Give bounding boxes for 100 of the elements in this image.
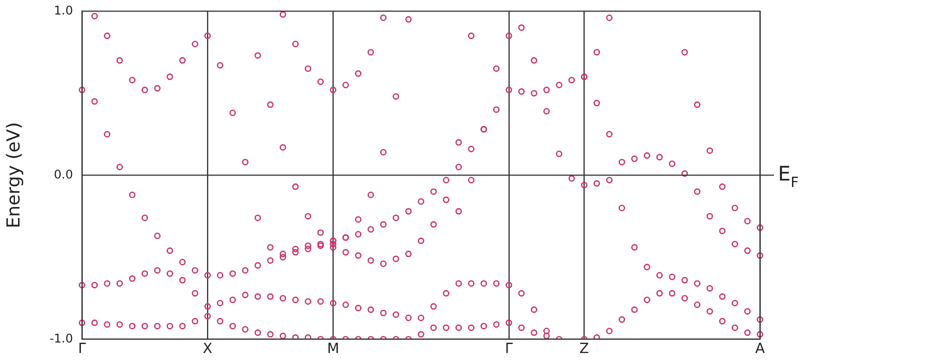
point [267, 101, 274, 108]
point [706, 285, 714, 292]
point [354, 304, 362, 312]
point [292, 40, 299, 48]
point [606, 176, 613, 184]
point [418, 198, 424, 205]
point [392, 214, 400, 222]
point [681, 170, 688, 177]
point [468, 176, 474, 184]
point [280, 11, 286, 18]
point [292, 183, 299, 190]
point [455, 324, 462, 331]
point [430, 188, 437, 195]
point [418, 238, 424, 244]
point [518, 88, 525, 95]
point [468, 146, 474, 152]
point [91, 320, 98, 326]
point [242, 158, 248, 166]
point [442, 324, 450, 331]
point [142, 86, 148, 94]
point [455, 164, 462, 170]
point [204, 312, 211, 320]
point [618, 158, 626, 166]
point [104, 321, 110, 328]
point [166, 247, 174, 254]
point [267, 244, 274, 251]
point [493, 321, 500, 328]
point [204, 32, 211, 40]
point [618, 316, 626, 323]
point [104, 280, 110, 287]
point [128, 76, 136, 84]
point [154, 85, 161, 92]
point [744, 218, 751, 224]
point [317, 229, 324, 236]
point [530, 57, 538, 64]
point [78, 320, 86, 326]
point [530, 90, 538, 96]
point [192, 290, 198, 297]
point [430, 221, 437, 228]
point [594, 180, 600, 187]
point [706, 212, 714, 220]
point [506, 86, 512, 94]
point [580, 182, 588, 188]
point [166, 74, 174, 80]
point [493, 106, 500, 113]
point [229, 110, 236, 116]
point [656, 154, 663, 160]
point [192, 267, 198, 274]
point [719, 293, 726, 300]
point [506, 32, 512, 40]
point [267, 293, 274, 300]
point [216, 318, 224, 324]
point [116, 57, 123, 64]
point [606, 328, 613, 334]
point [292, 296, 299, 304]
point [91, 98, 98, 105]
point [543, 332, 550, 340]
point [292, 334, 299, 340]
point [154, 232, 161, 240]
point [631, 156, 638, 162]
x-tick-label: Z [579, 341, 590, 358]
point [192, 318, 198, 324]
point [543, 108, 550, 114]
point [556, 150, 562, 158]
point [368, 192, 374, 198]
point [342, 249, 349, 256]
point [242, 292, 248, 298]
point [618, 204, 626, 212]
point [455, 139, 462, 146]
point [518, 24, 525, 31]
point [719, 183, 726, 190]
point [192, 40, 198, 48]
point [154, 267, 161, 274]
point [104, 32, 110, 40]
point [430, 324, 437, 331]
point [606, 14, 613, 22]
point [744, 247, 751, 254]
point [368, 48, 374, 56]
point [354, 230, 362, 238]
point [368, 226, 374, 233]
point [543, 86, 550, 94]
point [455, 280, 462, 287]
point [354, 70, 362, 77]
point [681, 294, 688, 302]
point [380, 260, 387, 268]
x-tick-label: Γ [78, 341, 86, 358]
point [631, 306, 638, 313]
point [154, 322, 161, 330]
point [216, 62, 224, 69]
point [317, 78, 324, 85]
point [656, 272, 663, 278]
point [330, 300, 336, 306]
point [179, 57, 186, 64]
point [242, 326, 248, 333]
point [254, 52, 262, 59]
point [142, 214, 148, 222]
point [719, 228, 726, 234]
point [594, 100, 600, 106]
point [142, 270, 148, 277]
point [368, 306, 374, 313]
